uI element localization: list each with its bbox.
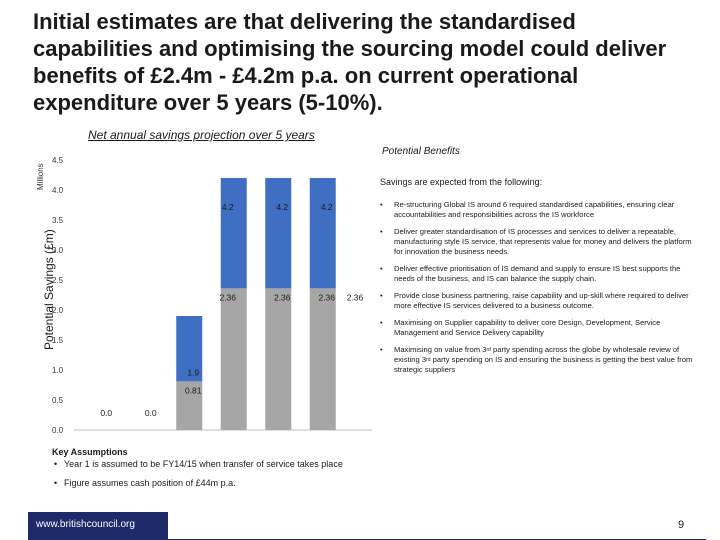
data-label-base: 2.36 (274, 292, 291, 302)
bar-segment-total (220, 178, 247, 289)
bar-segment-base (176, 381, 203, 430)
assumption-item: • Year 1 is assumed to be FY14/15 when tr… (54, 459, 343, 469)
slide-title: Initial estimates are that delivering th… (33, 9, 667, 115)
data-label-base: 0.81 (185, 385, 202, 395)
benefit-item: • Deliver greater standardisation of IS p… (380, 227, 692, 256)
data-label-base: 0.0 (145, 408, 157, 418)
savings-bar-chart: 4.5 4.0 3.5 3.0 2.5 2.0 1.5 1.0 0.5 0.0 0.0 0.0 1.9 0… (52, 156, 372, 435)
data-label-base: 2.36 (219, 292, 236, 302)
y-tick-label: 3.5 (52, 216, 64, 225)
assumption-item: • Figure assumes cash position of £44m p.… (54, 478, 236, 488)
data-label-base: 2.36 (318, 292, 335, 302)
benefit-item: • Maximising on value from 3rd party spen… (380, 345, 693, 374)
y-tick-label: 0.0 (52, 426, 64, 435)
bar-segment-total (309, 178, 336, 289)
footer-bar (28, 512, 168, 540)
bar-segment-base (220, 288, 247, 430)
key-assumptions: Key Assumptions • Year 1 is assumed to be… (52, 447, 372, 497)
y-tick-label: 2.5 (52, 276, 64, 285)
data-label-total: 4.2 (321, 202, 333, 212)
data-label-base: 2.36 (347, 292, 364, 302)
y-tick-label: 2.0 (52, 306, 64, 315)
y-tick-label: 4.0 (52, 186, 64, 195)
bar-segment-total (176, 316, 203, 382)
data-label-total: 1.9 (187, 367, 199, 377)
benefit-item: • Re-structuring Global IS around 6 requi… (380, 200, 675, 219)
data-label-base: 0.0 (100, 408, 112, 418)
page-number: 9 (678, 519, 685, 531)
y-tick-label: 0.5 (52, 396, 64, 405)
data-label-total: 4.2 (222, 202, 234, 212)
y-tick-label: 1.0 (52, 366, 64, 375)
bar-segment-base (265, 288, 292, 430)
potential-benefits-title: Potential Benefits (382, 146, 460, 157)
bar-segment-total (265, 178, 292, 289)
benefit-item: • Maximising on Supplier capability to de… (380, 318, 661, 337)
y-tick-label: 4.5 (52, 156, 64, 165)
key-assumptions-title: Key Assumptions (52, 447, 128, 457)
benefits-intro: Savings are expected from the following: (380, 177, 543, 187)
y-tick-label: 3.0 (52, 246, 64, 255)
chart-title: Net annual savings projection over 5 yea… (88, 128, 315, 142)
y-tick-label: 1.5 (52, 336, 64, 345)
benefits-list: • Re-structuring Global IS around 6 requi… (378, 200, 700, 382)
footer-url: www.britishcouncil.org (36, 519, 135, 530)
benefit-item: • Deliver effective prioritisation of IS … (380, 264, 681, 283)
benefit-item: • Provide close business partnering, rais… (380, 291, 689, 310)
bar-segment-base (309, 288, 336, 430)
data-label-total: 4.2 (276, 202, 288, 212)
